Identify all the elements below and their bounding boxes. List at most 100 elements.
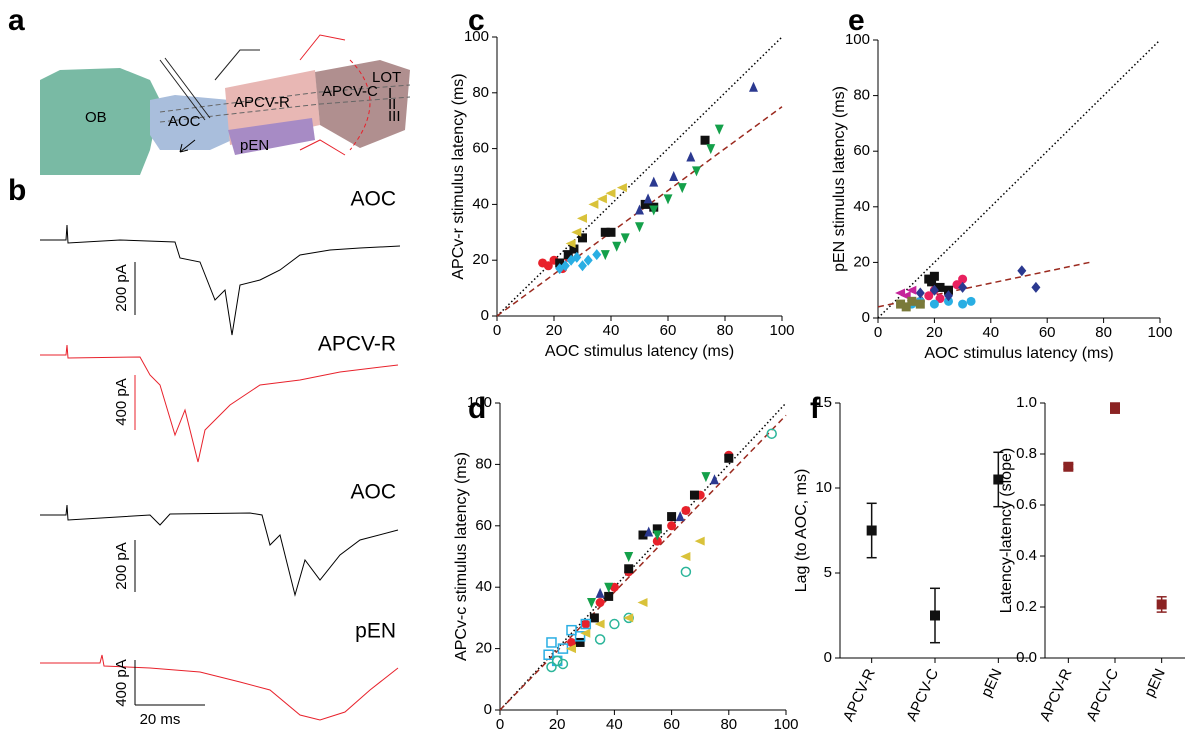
layer-line [159,96,411,123]
point [929,284,939,296]
arrow [349,59,371,151]
point [600,250,610,261]
point [577,213,587,223]
electrode [299,34,346,156]
point [915,287,925,299]
point [652,524,662,534]
point [706,144,716,155]
point [896,299,906,309]
point [604,582,614,593]
x-tick-label: 60 [660,322,677,339]
point [927,277,937,287]
point [915,299,925,309]
trace [40,344,399,463]
trace [40,504,399,597]
pen-region [228,118,315,155]
x-tick-label: 40 [606,716,623,732]
diagram-label: III [388,108,401,125]
point [546,661,557,673]
point [644,526,654,537]
point [958,299,968,309]
point [935,294,945,304]
x-tick-label: 40 [603,322,620,339]
x-axis-label: AOC stimulus latency (ms) [545,343,734,360]
y-tick-label: 15 [815,394,832,411]
point [592,249,602,261]
x-tick-label: 100 [769,322,794,339]
point [667,512,677,522]
x-tick-label: 20 [549,716,566,732]
point [567,637,576,647]
point [555,258,565,268]
point [929,271,939,281]
scale-bars [134,139,205,706]
y-tick-label: 0.2 [1016,598,1037,615]
y-tick-label: 20 [853,253,870,270]
x-tick-label: APCV-C [903,666,942,724]
diagram-label: APCV-R [234,94,290,111]
fit-line [877,261,1090,308]
point [958,274,968,284]
point [587,598,597,609]
point [588,199,599,209]
trace-label: pEN [355,620,396,643]
ob-region [40,68,160,175]
point [686,151,696,162]
point [1156,599,1167,610]
time-scale-label: 20 ms [140,711,181,728]
x-tick-label: pEN [1141,666,1169,700]
y-tick-label: 100 [464,28,489,45]
point [701,472,711,483]
point [594,634,606,645]
scale-label: 200 pA [113,542,130,590]
x-tick-label: APCV-R [1037,666,1076,724]
point [675,511,685,522]
x-tick-label: 100 [1147,324,1172,341]
point [669,171,679,181]
y-tick-label: 20 [475,640,492,657]
point [749,81,758,92]
point [620,233,630,244]
diagram-label: I [388,85,392,102]
trace-label: APCV-R [318,333,396,356]
point [560,260,570,272]
y-tick-label: 0 [862,309,870,326]
point [604,591,614,601]
identity-line [877,39,1161,319]
panel-label: e [848,4,865,37]
point [606,227,616,237]
point [557,658,569,670]
point [543,261,553,271]
y-tick-label: 80 [853,87,870,104]
point [1110,403,1120,414]
y-tick-label: 40 [853,198,870,215]
y-tick-label: 10 [815,479,832,496]
diagram-label: APCV-C [322,83,378,100]
point [609,618,620,630]
point [605,188,616,198]
point [637,598,648,608]
point [543,649,554,660]
y-tick-label: 0 [824,649,832,666]
point [993,474,1004,485]
point [694,536,705,546]
point [565,238,576,248]
diagram-label: LOT [372,69,401,86]
y-tick-label: 0 [484,701,492,718]
point [578,233,587,243]
point [930,610,940,621]
diagram-label: II [388,96,396,113]
point [546,637,557,648]
diagram-label: pEN [240,137,269,154]
point [638,530,648,540]
point [566,624,577,636]
point [595,598,605,608]
y-tick-label: 100 [845,31,870,48]
point [595,587,605,598]
point [574,631,586,642]
point [966,296,976,306]
x-tick-label: 0 [874,324,882,341]
brain-diagram [40,34,411,175]
point [944,290,953,302]
